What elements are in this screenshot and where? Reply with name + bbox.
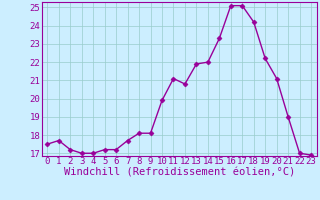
X-axis label: Windchill (Refroidissement éolien,°C): Windchill (Refroidissement éolien,°C) — [64, 168, 295, 178]
